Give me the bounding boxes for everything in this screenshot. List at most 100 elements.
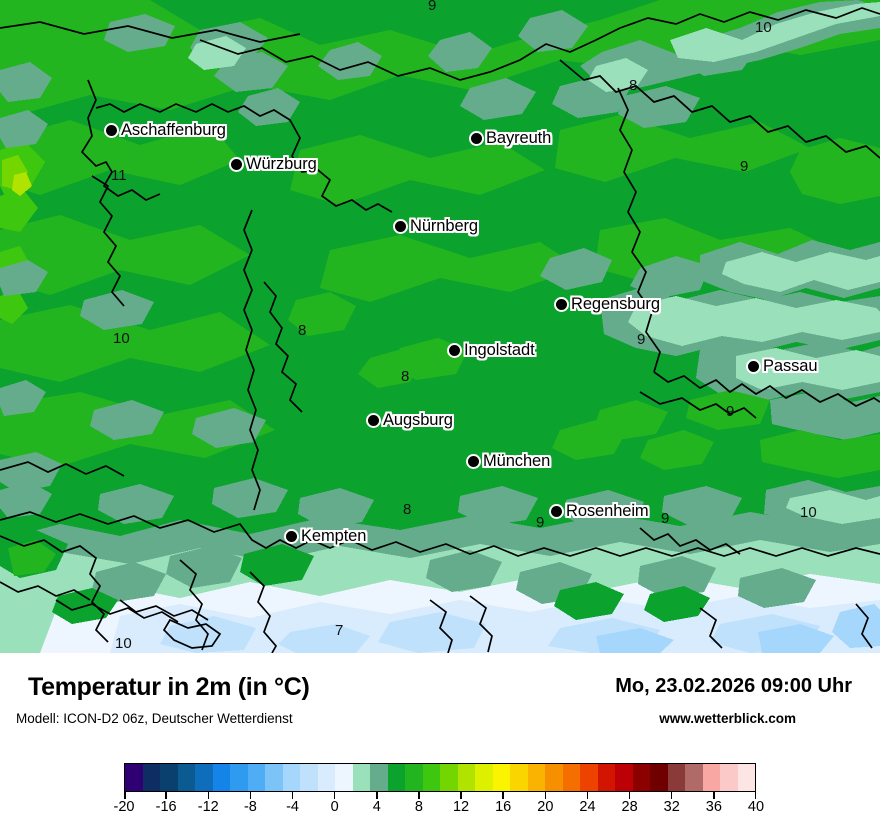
colorbar-swatch: [300, 764, 318, 791]
colorbar-tick: [628, 792, 631, 799]
colorbar-swatch: [160, 764, 178, 791]
contour-label: 9: [536, 514, 545, 531]
colorbar-gradient: [124, 763, 756, 792]
colorbar-tick: [207, 792, 210, 799]
city-marker-regensburg[interactable]: Regensburg: [554, 295, 660, 314]
colorbar-swatch: [667, 764, 685, 791]
colorbar-swatch: [720, 764, 738, 791]
colorbar-swatch: [457, 764, 475, 791]
colorbar-swatch: [510, 764, 528, 791]
city-label: Nürnberg: [410, 217, 478, 235]
contour-label: 10: [800, 504, 817, 521]
city-dot-icon: [746, 359, 761, 374]
colorbar-tick-label: 32: [663, 799, 680, 815]
city-label: Rosenheim: [566, 502, 649, 520]
colorbar-tick: [418, 792, 420, 799]
colorbar-tick: [333, 792, 336, 799]
map-raster: [0, 0, 880, 653]
colorbar-swatch: [195, 764, 213, 791]
colorbar-tick-label: 4: [372, 799, 381, 815]
colorbar-swatch: [527, 764, 545, 791]
contour-label: 9: [726, 403, 735, 420]
website-credit: www.wetterblick.com: [659, 711, 796, 726]
city-marker-nuernberg[interactable]: Nürnberg: [393, 217, 478, 236]
city-label: Regensburg: [571, 295, 660, 313]
colorbar-swatch: [230, 764, 248, 791]
colorbar-tick-label: 16: [495, 799, 512, 815]
city-marker-bayreuth[interactable]: Bayreuth: [469, 129, 551, 148]
city-label: Bayreuth: [486, 129, 552, 147]
forecast-datetime: Mo, 23.02.2026 09:00 Uhr: [615, 675, 852, 697]
colorbar-swatch: [177, 764, 195, 791]
city-label: Aschaffenburg: [121, 121, 226, 139]
city-marker-ingolstadt[interactable]: Ingolstadt: [447, 341, 535, 360]
city-label: München: [483, 452, 551, 470]
colorbar-tick: [124, 792, 126, 799]
colorbar-tick-label: 36: [705, 799, 722, 815]
contour-label: 9: [428, 0, 437, 14]
colorbar-swatch: [422, 764, 440, 791]
city-label: Kempten: [301, 527, 367, 545]
city-label: Ingolstadt: [464, 341, 535, 359]
colorbar-tick: [376, 792, 378, 799]
colorbar-swatch: [282, 764, 300, 791]
city-marker-aschaffenburg[interactable]: Aschaffenburg: [104, 121, 226, 140]
colorbar-tick-label: 12: [452, 799, 470, 815]
colorbar-swatch: [370, 764, 388, 791]
contour-label: 8: [629, 77, 638, 94]
city-dot-icon: [554, 297, 569, 312]
city-dot-icon: [366, 413, 381, 428]
city-dot-icon: [549, 504, 564, 519]
contour-label: 10: [115, 635, 132, 652]
colorbar-swatch: [562, 764, 580, 791]
colorbar-swatch: [142, 764, 160, 791]
temperature-colorbar: -20 -16 -12 -8 -4 0 4 8 12 16 20 24 28 32 36 40: [114, 763, 764, 827]
city-marker-muenchen[interactable]: München: [466, 452, 550, 471]
colorbar-ticks: [124, 792, 756, 799]
contour-label: 9: [661, 510, 670, 527]
city-marker-kempten[interactable]: Kempten: [284, 527, 366, 546]
city-marker-augsburg[interactable]: Augsburg: [366, 411, 453, 430]
footer: Temperatur in 2m (in °C) Modell: ICON-D2…: [0, 653, 880, 830]
contour-label: 11: [111, 167, 127, 184]
city-marker-wuerzburg[interactable]: Würzburg: [229, 155, 317, 174]
city-marker-passau[interactable]: Passau: [746, 357, 818, 376]
colorbar-tick: [502, 792, 504, 799]
city-dot-icon: [447, 343, 462, 358]
colorbar-tick: [586, 792, 589, 799]
colorbar-tick: [460, 792, 462, 799]
colorbar-swatch: [492, 764, 510, 791]
model-subtitle: Modell: ICON-D2 06z, Deutscher Wetterdie…: [16, 711, 293, 726]
colorbar-swatch: [387, 764, 405, 791]
colorbar-swatch: [615, 764, 633, 791]
contour-label: 10: [113, 330, 130, 347]
colorbar-swatch: [475, 764, 493, 791]
colorbar-swatch: [265, 764, 283, 791]
colorbar-tick-label: 28: [621, 799, 638, 815]
colorbar-tick-label: 0: [330, 799, 339, 815]
colorbar-swatch: [125, 764, 143, 791]
colorbar-tick: [249, 792, 252, 799]
colorbar-swatch: [212, 764, 230, 791]
temperature-map[interactable]: 9 10 8 11 9 10 8 9 8 9 8 9 9 10 10 7 Asc…: [0, 0, 880, 653]
city-label: Augsburg: [383, 411, 453, 429]
colorbar-swatch: [580, 764, 598, 791]
colorbar-tick-label: 8: [414, 799, 423, 815]
colorbar-swatch: [702, 764, 720, 791]
contour-label: 8: [298, 322, 307, 339]
contour-label: 10: [755, 19, 772, 36]
city-dot-icon: [393, 219, 408, 234]
colorbar-swatch: [685, 764, 703, 791]
city-marker-rosenheim[interactable]: Rosenheim: [549, 502, 649, 521]
city-label: Würzburg: [246, 155, 317, 173]
page-title: Temperatur in 2m (in °C): [28, 673, 310, 701]
colorbar-swatch: [440, 764, 458, 791]
colorbar-tick: [291, 792, 294, 799]
colorbar-tick: [713, 792, 715, 799]
colorbar-tick-label: -8: [243, 799, 257, 815]
city-label: Passau: [763, 357, 818, 375]
city-dot-icon: [466, 454, 481, 469]
colorbar-tick-label: -20: [113, 799, 135, 815]
colorbar-swatch: [405, 764, 423, 791]
contour-label: 9: [740, 158, 749, 175]
